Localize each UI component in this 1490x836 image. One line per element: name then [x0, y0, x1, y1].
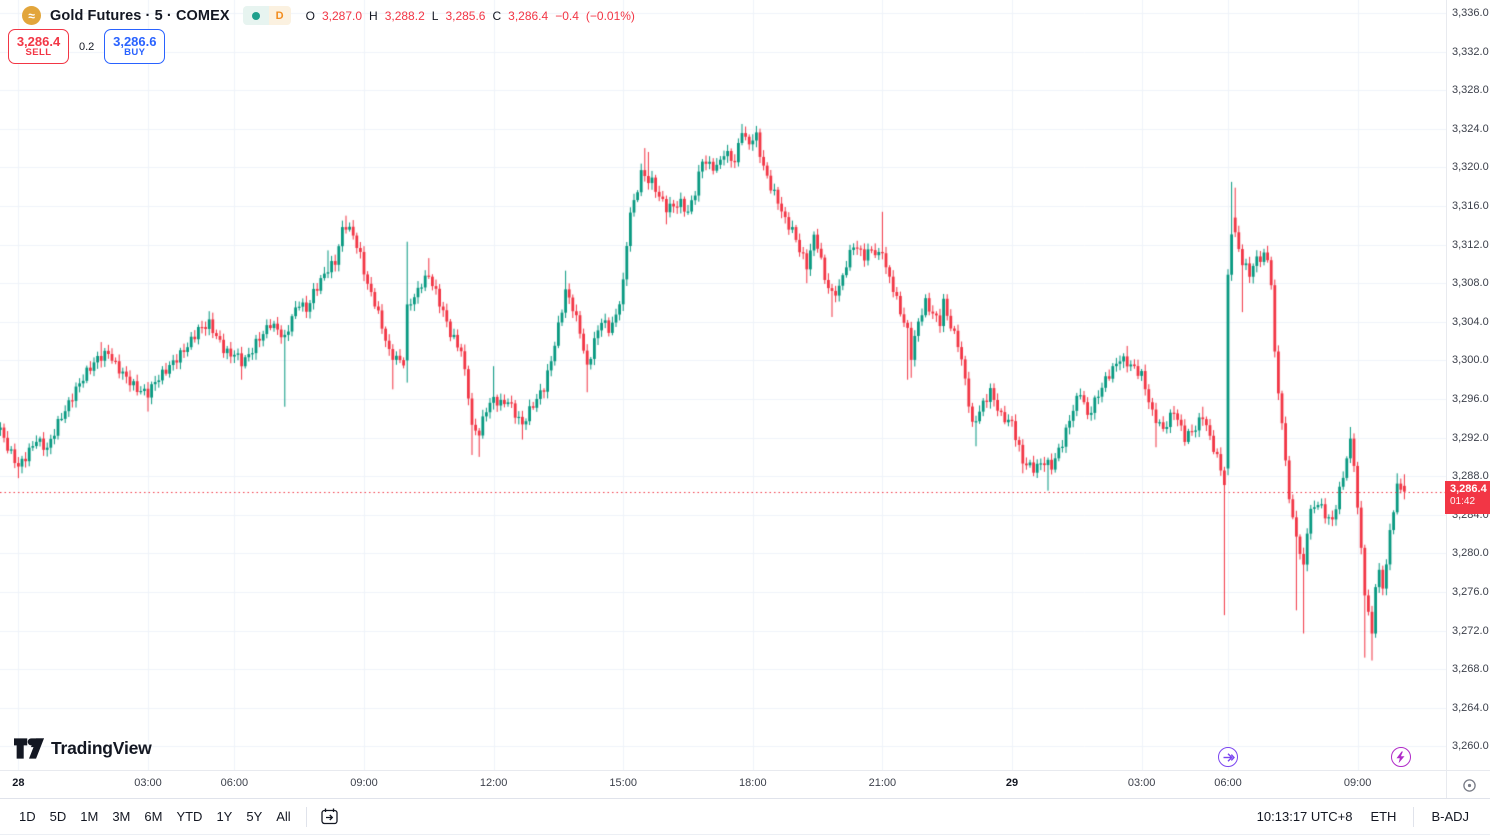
spread-value: 0.2	[79, 40, 95, 53]
price-axis-label: 3,320.0	[1452, 161, 1489, 174]
price-axis-label: 3,268.0	[1452, 663, 1489, 676]
high-label: H	[369, 8, 378, 23]
range-button-5d[interactable]: 5D	[49, 809, 67, 824]
range-button-1y[interactable]: 1Y	[216, 809, 233, 824]
date-range-switcher: 1D 5D 1M 3M 6M YTD 1Y 5Y All	[0, 805, 298, 828]
time-axis-label: 06:00	[220, 777, 249, 789]
time-axis-label: 29	[1005, 777, 1019, 789]
price-axis-label: 3,304.0	[1452, 315, 1489, 328]
session-toggle[interactable]: ETH	[1370, 809, 1397, 824]
price-axis-label: 3,332.0	[1452, 45, 1489, 58]
close-value: 3,286.4	[508, 8, 549, 23]
price-axis-label: 3,296.0	[1452, 393, 1489, 405]
tradingview-mark-icon	[14, 738, 44, 759]
range-button-5y[interactable]: 5Y	[246, 809, 263, 824]
last-price-value: 3,286.4	[1450, 482, 1487, 495]
gold-futures-logo-icon: ≈	[22, 6, 41, 25]
change-value: −0.4	[555, 8, 579, 23]
time-axis-label: 09:00	[1343, 777, 1372, 789]
session-resume-icon[interactable]	[1218, 747, 1238, 767]
open-value: 3,287.0	[321, 8, 363, 23]
clock-icon	[1462, 778, 1476, 792]
price-axis[interactable]: 3,336.0 3,332.0 3,328.0 3,324.0 3,320.0 3,316…	[1446, 0, 1490, 770]
time-axis-label: 12:00	[479, 777, 508, 789]
time-axis-settings[interactable]	[1446, 770, 1490, 799]
price-axis-label: 3,280.0	[1452, 547, 1489, 560]
ohlc-readout: O 3,287.0 H 3,288.2 L 3,285.6 C 3,286.4 …	[306, 9, 635, 23]
buy-label: BUY	[124, 47, 146, 59]
delayed-data-badge[interactable]: D	[268, 6, 291, 25]
range-button-1m[interactable]: 1M	[80, 809, 99, 824]
time-axis-label: 09:00	[350, 777, 378, 789]
sell-label: SELL	[25, 47, 52, 59]
buy-button[interactable]: 3,286.6 BUY	[104, 29, 166, 64]
toolbar-divider	[1413, 806, 1415, 827]
lightning-bolt-icon	[1396, 751, 1405, 763]
adjustment-toggle[interactable]: B-ADJ	[1431, 809, 1469, 824]
range-button-1d[interactable]: 1D	[19, 809, 36, 824]
market-status-icon[interactable]	[242, 6, 269, 25]
high-value: 3,288.2	[384, 8, 425, 23]
price-axis-label: 3,264.0	[1452, 701, 1489, 714]
change-percent: (−0.01%)	[585, 8, 635, 23]
low-value: 3,285.6	[445, 8, 486, 23]
price-axis-label: 3,300.0	[1452, 354, 1489, 367]
price-axis-label: 3,272.0	[1452, 624, 1489, 637]
range-button-6m[interactable]: 6M	[144, 809, 163, 824]
order-panel: 3,286.4 SELL 0.2 3,286.6 BUY	[8, 29, 166, 64]
fast-forward-arrow-icon	[1223, 752, 1235, 762]
symbol-badges: D	[242, 6, 291, 25]
calendar-goto-icon	[321, 808, 338, 825]
range-button-ytd[interactable]: YTD	[176, 809, 203, 824]
range-button-3m[interactable]: 3M	[112, 809, 131, 824]
time-axis[interactable]: 28 03:00 06:00 09:00 12:00 15:00 18:00 21:00 29 0…	[0, 770, 1446, 799]
bar-countdown: 01:42	[1450, 496, 1476, 508]
post-market-lightning-icon[interactable]	[1390, 747, 1411, 767]
price-axis-label: 3,288.0	[1452, 470, 1489, 483]
sell-button[interactable]: 3,286.4 SELL	[8, 29, 69, 64]
clock-readout[interactable]: 10:13:17 UTC+8	[1256, 809, 1353, 824]
time-axis-label: 06:00	[1214, 777, 1242, 789]
price-axis-label: 3,276.0	[1452, 586, 1489, 598]
sell-price: 3,286.4	[16, 33, 61, 49]
toolbar-right-group: 10:13:17 UTC+8 ETH B-ADJ	[1248, 805, 1490, 828]
open-label: O	[305, 8, 315, 23]
price-axis-label: 3,308.0	[1452, 277, 1489, 290]
price-axis-label: 3,292.0	[1452, 431, 1489, 444]
low-label: L	[431, 8, 439, 23]
time-axis-label: 15:00	[609, 777, 637, 789]
time-axis-label: 28	[12, 777, 25, 789]
close-label: C	[492, 8, 502, 23]
buy-price: 3,286.6	[113, 33, 157, 49]
time-axis-label: 18:00	[739, 777, 767, 789]
price-axis-label: 3,260.0	[1452, 740, 1489, 753]
last-price-tag: 3,286.4 01:42	[1445, 480, 1490, 514]
symbol-header: ≈ Gold Futures · 5 · COMEX D O 3,287.0 H…	[22, 6, 635, 25]
bottom-toolbar: 1D 5D 1M 3M 6M YTD 1Y 5Y All 10:13:17 UTC+8 ETH …	[0, 798, 1490, 835]
price-axis-label: 3,316.0	[1452, 200, 1489, 212]
price-axis-label: 3,336.0	[1452, 7, 1489, 19]
go-to-date-button[interactable]	[315, 806, 346, 827]
candlestick-chart[interactable]	[0, 0, 1446, 770]
toolbar-divider	[305, 806, 307, 827]
price-axis-label: 3,312.0	[1452, 238, 1489, 251]
price-axis-label: 3,328.0	[1452, 84, 1489, 97]
time-axis-label: 03:00	[134, 777, 162, 789]
tradingview-logo[interactable]: TradingView	[14, 738, 152, 759]
range-button-all[interactable]: All	[276, 809, 291, 824]
tradingview-logo-text: TradingView	[51, 738, 152, 758]
symbol-title[interactable]: Gold Futures · 5 · COMEX	[50, 7, 230, 24]
price-axis-label: 3,324.0	[1452, 122, 1489, 135]
time-axis-label: 21:00	[868, 777, 897, 789]
time-axis-label: 03:00	[1127, 777, 1156, 789]
